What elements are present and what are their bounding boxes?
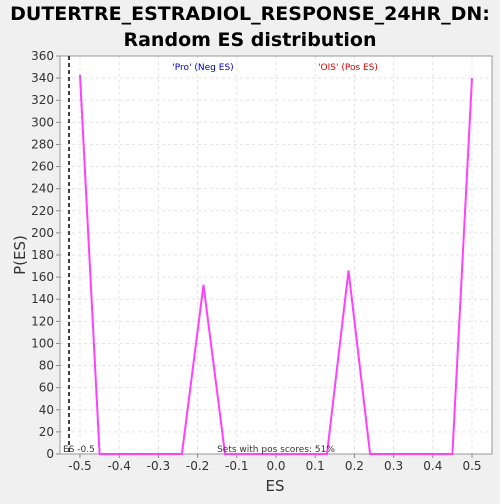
x-tick-label: -0.1: [225, 459, 248, 473]
x-tick-label: -0.4: [107, 459, 130, 473]
y-tick-label: 360: [31, 49, 54, 63]
y-tick-label: 240: [31, 182, 54, 196]
x-tick-label: -0.2: [186, 459, 209, 473]
x-tick-label: 0.5: [462, 459, 481, 473]
x-tick-label: 0.1: [306, 459, 325, 473]
y-axis-label: P(ES): [11, 235, 29, 275]
chart-subtitle: Random ES distribution: [123, 29, 376, 51]
y-tick-label: 220: [31, 204, 54, 218]
annotation: 'Pro' (Neg ES): [172, 63, 233, 73]
chart-title: DUTERTRE_ESTRADIOL_RESPONSE_24HR_DN:: [10, 3, 490, 25]
annotation: 'OIS' (Pos ES): [318, 63, 378, 73]
x-tick-label: 0.3: [384, 459, 403, 473]
x-tick-label: -0.5: [68, 459, 91, 473]
x-tick-label: 0.2: [345, 459, 364, 473]
y-tick-label: 120: [31, 314, 54, 328]
y-tick-label: 100: [31, 336, 54, 350]
series-line: [78, 74, 474, 455]
y-tick-label: 40: [39, 403, 54, 417]
y-tick-label: 320: [31, 93, 54, 107]
y-tick-label: 300: [31, 115, 54, 129]
y-tick-label: 20: [39, 425, 54, 439]
y-tick-label: 80: [39, 359, 54, 373]
y-tick-label: 60: [39, 381, 54, 395]
y-tick-label: 0: [46, 447, 54, 461]
y-tick-label: 140: [31, 292, 54, 306]
x-axis-label: ES: [266, 477, 285, 495]
y-tick-label: 280: [31, 137, 54, 151]
annotation: ES -0.5: [63, 445, 95, 455]
y-tick-label: 260: [31, 160, 54, 174]
y-tick-label: 160: [31, 270, 54, 284]
y-tick-label: 340: [31, 71, 54, 85]
x-tick-label: -0.3: [147, 459, 170, 473]
y-tick-label: 180: [31, 248, 54, 262]
y-tick-label: 200: [31, 226, 54, 240]
annotation: Sets with pos scores: 51%: [217, 445, 335, 455]
x-tick-label: 0.4: [423, 459, 442, 473]
x-tick-label: 0.0: [266, 459, 285, 473]
